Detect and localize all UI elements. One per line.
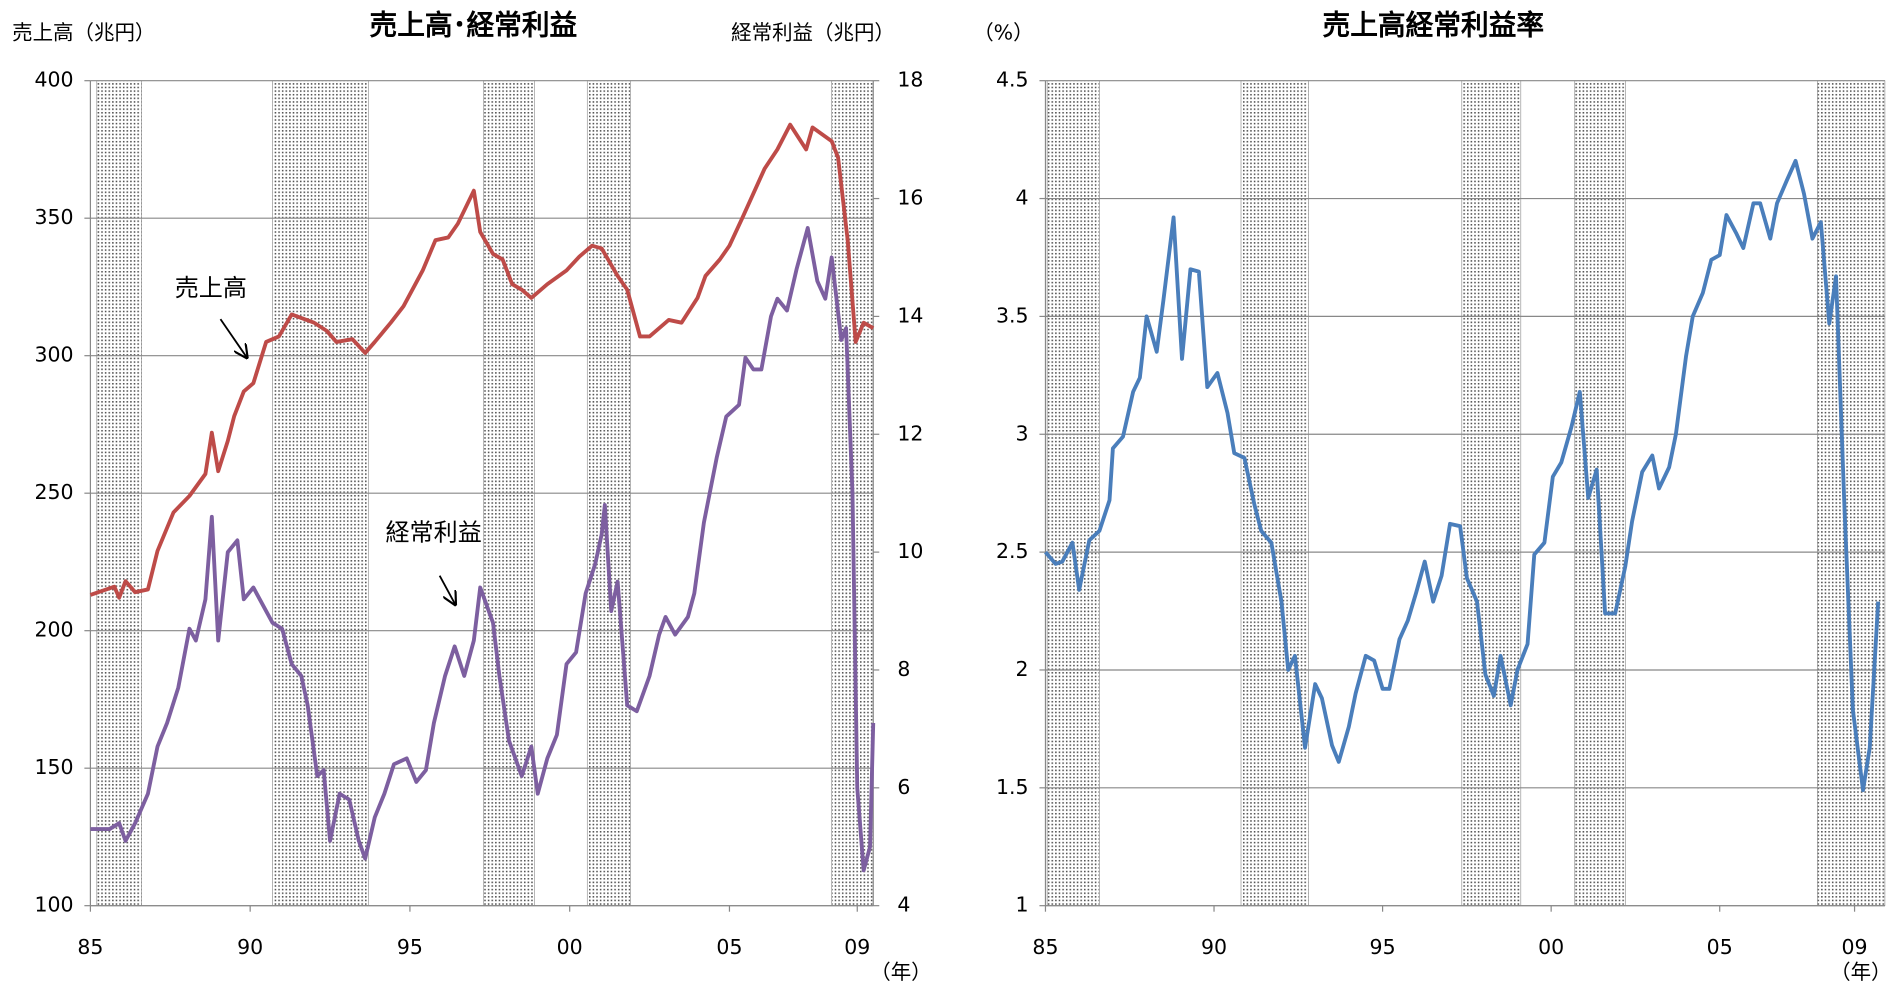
y-tick-label: 350 <box>34 205 73 229</box>
y-axis-label: 売上高（兆円） <box>12 21 155 45</box>
recession-band <box>1046 80 1100 906</box>
recession-band <box>1817 80 1886 906</box>
recession-band <box>1574 80 1626 906</box>
y2-tick-label: 16 <box>897 186 923 210</box>
chart-title: 売上高経常利益率 <box>1323 8 1545 41</box>
y2-tick-label: 18 <box>897 68 923 92</box>
x-tick-label: 00 <box>1538 935 1564 959</box>
x-tick-label: 05 <box>716 935 742 959</box>
x-tick-label: 85 <box>77 935 103 959</box>
x-tick-label: 09 <box>844 935 870 959</box>
y-tick-label: 150 <box>34 755 73 779</box>
data-line <box>1044 158 1881 793</box>
y2-tick-label: 8 <box>897 657 910 681</box>
x-tick-label: 90 <box>1201 935 1227 959</box>
data-line <box>90 226 876 873</box>
annotation-arrow <box>219 318 246 358</box>
y-tick-label: 400 <box>34 68 73 92</box>
series-annotation: 経常利益 <box>385 519 481 547</box>
y-tick-label: 4 <box>1016 186 1029 210</box>
x-axis-label: （年） <box>870 960 931 984</box>
x-tick-label: 09 <box>1842 935 1868 959</box>
x-tick-label: 95 <box>1370 935 1396 959</box>
x-tick-label: 95 <box>397 935 423 959</box>
y-tick-label: 300 <box>34 343 73 367</box>
x-tick-label: 85 <box>1032 935 1058 959</box>
y-tick-label: 100 <box>34 893 73 917</box>
y-tick-label: 250 <box>34 480 73 504</box>
y2-axis-label: 経常利益（兆円） <box>731 21 895 45</box>
y-tick-label: 1.5 <box>996 775 1029 799</box>
y2-tick-label: 14 <box>897 303 923 327</box>
series-annotation: 売上高 <box>175 274 247 302</box>
y-tick-label: 200 <box>34 618 73 642</box>
y2-tick-label: 6 <box>897 775 910 799</box>
y2-tick-label: 10 <box>897 539 923 563</box>
chart-title: 売上高･経常利益 <box>370 8 578 41</box>
recession-band <box>1461 80 1522 906</box>
y-tick-label: 3.5 <box>996 303 1029 327</box>
data-line <box>89 122 875 600</box>
x-axis-label: （年） <box>1830 960 1891 984</box>
y-tick-label: 4.5 <box>996 68 1029 92</box>
x-tick-label: 90 <box>237 935 263 959</box>
y-tick-label: 3 <box>1016 421 1029 445</box>
y2-tick-label: 12 <box>897 421 923 445</box>
y-tick-label: 2 <box>1016 657 1029 681</box>
y-tick-label: 2.5 <box>996 539 1029 563</box>
y-axis-label: （%） <box>973 21 1033 45</box>
y2-tick-label: 4 <box>897 893 910 917</box>
y-tick-label: 1 <box>1016 893 1029 917</box>
x-tick-label: 05 <box>1707 935 1733 959</box>
x-tick-label: 00 <box>557 935 583 959</box>
annotation-arrow <box>438 575 456 605</box>
